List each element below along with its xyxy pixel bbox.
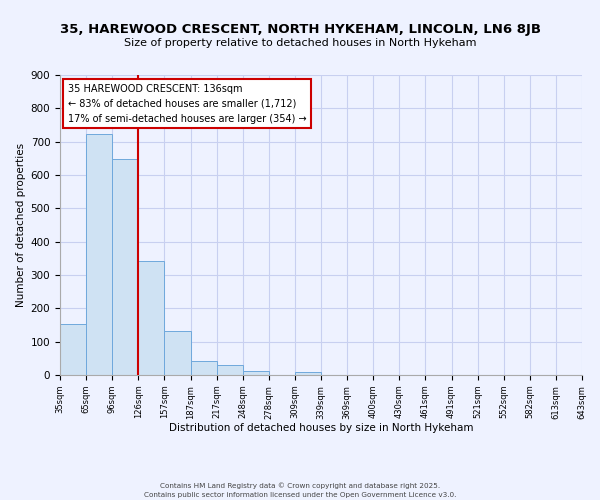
Bar	[164, 330, 191, 375]
Text: Contains HM Land Registry data © Crown copyright and database right 2025.: Contains HM Land Registry data © Crown c…	[160, 482, 440, 489]
Text: 35 HAREWOOD CRESCENT: 136sqm
← 83% of detached houses are smaller (1,712)
17% of: 35 HAREWOOD CRESCENT: 136sqm ← 83% of de…	[68, 84, 307, 124]
Bar	[112, 159, 139, 375]
Bar	[217, 364, 243, 375]
Text: Size of property relative to detached houses in North Hykeham: Size of property relative to detached ho…	[124, 38, 476, 48]
Y-axis label: Number of detached properties: Number of detached properties	[16, 143, 26, 307]
Bar	[191, 362, 217, 375]
Bar	[295, 372, 321, 375]
Text: Contains public sector information licensed under the Open Government Licence v3: Contains public sector information licen…	[144, 492, 456, 498]
Bar	[86, 134, 112, 375]
Bar	[139, 260, 164, 375]
Text: 35, HAREWOOD CRESCENT, NORTH HYKEHAM, LINCOLN, LN6 8JB: 35, HAREWOOD CRESCENT, NORTH HYKEHAM, LI…	[59, 22, 541, 36]
Bar	[60, 324, 86, 375]
Bar	[243, 371, 269, 375]
X-axis label: Distribution of detached houses by size in North Hykeham: Distribution of detached houses by size …	[169, 423, 473, 433]
